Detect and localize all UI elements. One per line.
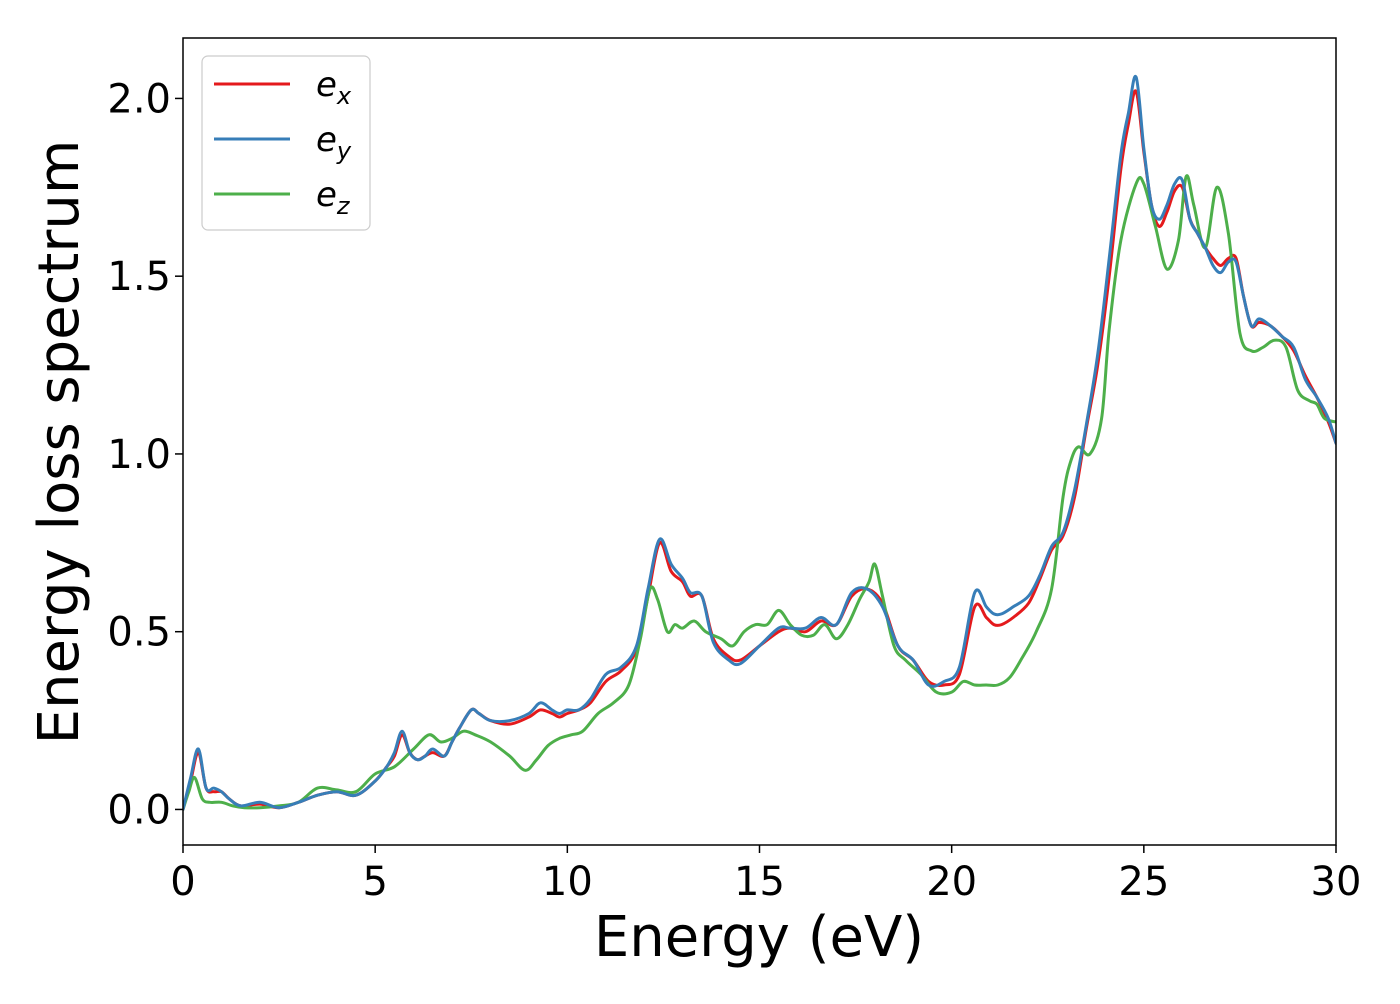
legend-box <box>201 55 371 231</box>
series-line-ey <box>183 74 1336 811</box>
x-tick-label: 5 <box>362 859 387 905</box>
x-tick-label: 20 <box>926 859 977 905</box>
x-tick-label: 15 <box>734 859 785 905</box>
legend-label-ey: ey <box>316 120 352 165</box>
y-axis-title: Energy loss spectrum <box>27 140 92 745</box>
y-axis: 0.0 0.5 1.0 1.5 2.0 <box>107 76 183 833</box>
legend-label-ex: ex <box>316 65 352 110</box>
x-tick-label: 10 <box>542 859 593 905</box>
x-axis: 0 5 10 15 20 25 30 <box>170 845 1361 905</box>
x-tick-label: 0 <box>170 859 195 905</box>
series-layer <box>183 74 1336 811</box>
y-tick-label: 2.0 <box>107 76 171 122</box>
series-line-ez <box>183 174 1336 811</box>
y-tick-label: 1.5 <box>107 254 171 300</box>
x-tick-label: 30 <box>1311 859 1362 905</box>
y-tick-label: 0.5 <box>107 610 171 656</box>
x-axis-title: Energy (eV) <box>594 905 924 970</box>
y-tick-label: 0.0 <box>107 787 171 833</box>
y-tick-label: 1.0 <box>107 432 171 478</box>
x-tick-label: 25 <box>1118 859 1169 905</box>
